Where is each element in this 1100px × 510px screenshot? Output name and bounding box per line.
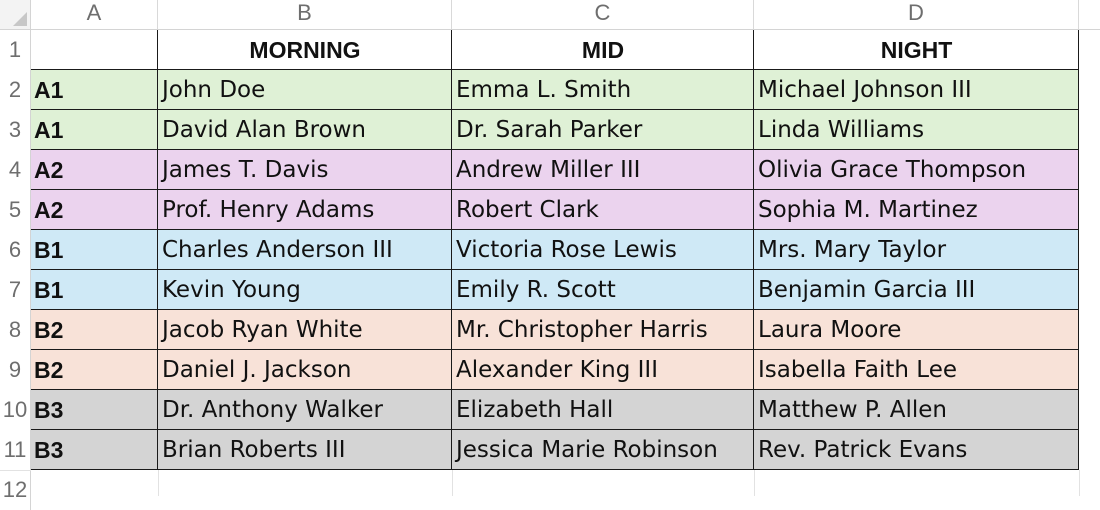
cell-c1-mid-header[interactable]: MID — [581, 37, 625, 63]
row-border — [31, 229, 1079, 230]
column-border — [1078, 30, 1079, 470]
table-row: B3 Dr. Anthony Walker Elizabeth Hall Matthe… — [31, 390, 1079, 430]
column-header-b[interactable]: B — [158, 0, 452, 30]
row-border — [31, 149, 1079, 150]
column-header-c[interactable]: C — [452, 0, 754, 30]
cell-b6[interactable]: Charles Anderson III — [162, 237, 393, 263]
cell-c2[interactable]: Emma L. Smith — [456, 77, 632, 103]
cell-b11[interactable]: Brian Roberts III — [162, 437, 346, 463]
table-row: B3 Brian Roberts III Jessica Marie Robinso… — [31, 430, 1079, 470]
cell-d7[interactable]: Benjamin Garcia III — [758, 277, 976, 303]
table-row: A2 Prof. Henry Adams Robert Clark Sophia M.… — [31, 190, 1079, 230]
row-border — [31, 69, 1079, 70]
row-header-8[interactable]: 8 — [0, 310, 31, 350]
table-row: B2 Jacob Ryan White Mr. Christopher Harris… — [31, 310, 1079, 350]
cell-a1[interactable] — [31, 30, 158, 70]
cell-c8[interactable]: Mr. Christopher Harris — [456, 317, 708, 343]
column-header-d[interactable]: D — [754, 0, 1079, 30]
row-header-9[interactable]: 9 — [0, 350, 31, 390]
cell-d10[interactable]: Matthew P. Allen — [758, 397, 947, 423]
gridline — [754, 470, 755, 496]
column-header-a[interactable]: A — [31, 0, 158, 30]
column-border — [451, 30, 452, 470]
cell-d8[interactable]: Laura Moore — [758, 317, 902, 343]
row-border — [31, 269, 1079, 270]
header-row: MORNING MID NIGHT — [31, 30, 1100, 70]
column-border — [753, 30, 754, 470]
cell-d9[interactable]: Isabella Faith Lee — [758, 357, 958, 383]
row-border — [31, 109, 1079, 110]
row-border — [31, 469, 1079, 470]
gridline — [1079, 470, 1080, 496]
table-row: B1 Charles Anderson III Victoria Rose Lewi… — [31, 230, 1079, 270]
cell-a9[interactable]: B2 — [34, 357, 64, 383]
cell-a11[interactable]: B3 — [34, 437, 64, 463]
select-all-triangle-icon — [13, 12, 27, 26]
cell-b8[interactable]: Jacob Ryan White — [162, 317, 363, 343]
row-header-7[interactable]: 7 — [0, 270, 31, 310]
cell-a5[interactable]: A2 — [34, 197, 64, 223]
cell-a7[interactable]: B1 — [34, 277, 64, 303]
cell-a3[interactable]: A1 — [34, 117, 64, 143]
cell-a8[interactable]: B2 — [34, 317, 64, 343]
column-header-e[interactable] — [1079, 0, 1100, 30]
table-row: B2 Daniel J. Jackson Alexander King III Isa… — [31, 350, 1079, 390]
row-header-12[interactable]: 12 — [0, 470, 31, 510]
select-all-corner[interactable] — [0, 0, 31, 30]
column-border — [157, 30, 158, 470]
cell-c5[interactable]: Robert Clark — [456, 197, 599, 223]
cell-c3[interactable]: Dr. Sarah Parker — [456, 117, 643, 143]
row-border — [31, 429, 1079, 430]
cell-c11[interactable]: Jessica Marie Robinson — [456, 437, 718, 463]
row-header-11[interactable]: 11 — [0, 430, 31, 470]
cell-c9[interactable]: Alexander King III — [456, 357, 658, 383]
gridline — [0, 470, 31, 471]
cell-b10[interactable]: Dr. Anthony Walker — [162, 397, 384, 423]
cell-a4[interactable]: A2 — [34, 157, 64, 183]
cell-d6[interactable]: Mrs. Mary Taylor — [758, 237, 947, 263]
cell-b3[interactable]: David Alan Brown — [162, 117, 367, 143]
table-row: A2 James T. Davis Andrew Miller III Olivia … — [31, 150, 1079, 190]
gridline — [452, 470, 453, 496]
cell-b9[interactable]: Daniel J. Jackson — [162, 357, 352, 383]
row-header-6[interactable]: 6 — [0, 230, 31, 270]
cell-c4[interactable]: Andrew Miller III — [456, 157, 641, 183]
row-header-2[interactable]: 2 — [0, 70, 31, 110]
cell-d2[interactable]: Michael Johnson III — [758, 77, 972, 103]
row-border — [31, 389, 1079, 390]
table-row: A1 John Doe Emma L. Smith Michael Johnson I… — [31, 70, 1079, 110]
cell-b5[interactable]: Prof. Henry Adams — [162, 197, 375, 223]
cell-b2[interactable]: John Doe — [162, 77, 266, 103]
row-header-3[interactable]: 3 — [0, 110, 31, 150]
cell-d3[interactable]: Linda Williams — [758, 117, 925, 143]
row-header-1[interactable]: 1 — [0, 30, 31, 70]
cell-b7[interactable]: Kevin Young — [162, 277, 301, 303]
cell-d5[interactable]: Sophia M. Martinez — [758, 197, 978, 223]
cell-b1-morning-header[interactable]: MORNING — [249, 37, 361, 63]
cell-b4[interactable]: James T. Davis — [162, 157, 329, 183]
cell-c10[interactable]: Elizabeth Hall — [456, 397, 614, 423]
row-border — [31, 189, 1079, 190]
row-header-5[interactable]: 5 — [0, 190, 31, 230]
row-header-10[interactable]: 10 — [0, 390, 31, 430]
row-header-4[interactable]: 4 — [0, 150, 31, 190]
cell-c7[interactable]: Emily R. Scott — [456, 277, 616, 303]
cell-d1-night-header[interactable]: NIGHT — [880, 37, 953, 63]
row-border — [31, 309, 1079, 310]
gridline — [158, 470, 159, 496]
cell-a10[interactable]: B3 — [34, 397, 64, 423]
cell-a2[interactable]: A1 — [34, 77, 64, 103]
cell-c6[interactable]: Victoria Rose Lewis — [456, 237, 677, 263]
row-border — [31, 349, 1079, 350]
table-row: A1 David Alan Brown Dr. Sarah Parker Linda … — [31, 110, 1079, 150]
cell-d11[interactable]: Rev. Patrick Evans — [758, 437, 968, 463]
cell-d4[interactable]: Olivia Grace Thompson — [758, 157, 1027, 183]
cell-a6[interactable]: B1 — [34, 237, 64, 263]
table-row: B1 Kevin Young Emily R. Scott Benjamin Garc… — [31, 270, 1079, 310]
